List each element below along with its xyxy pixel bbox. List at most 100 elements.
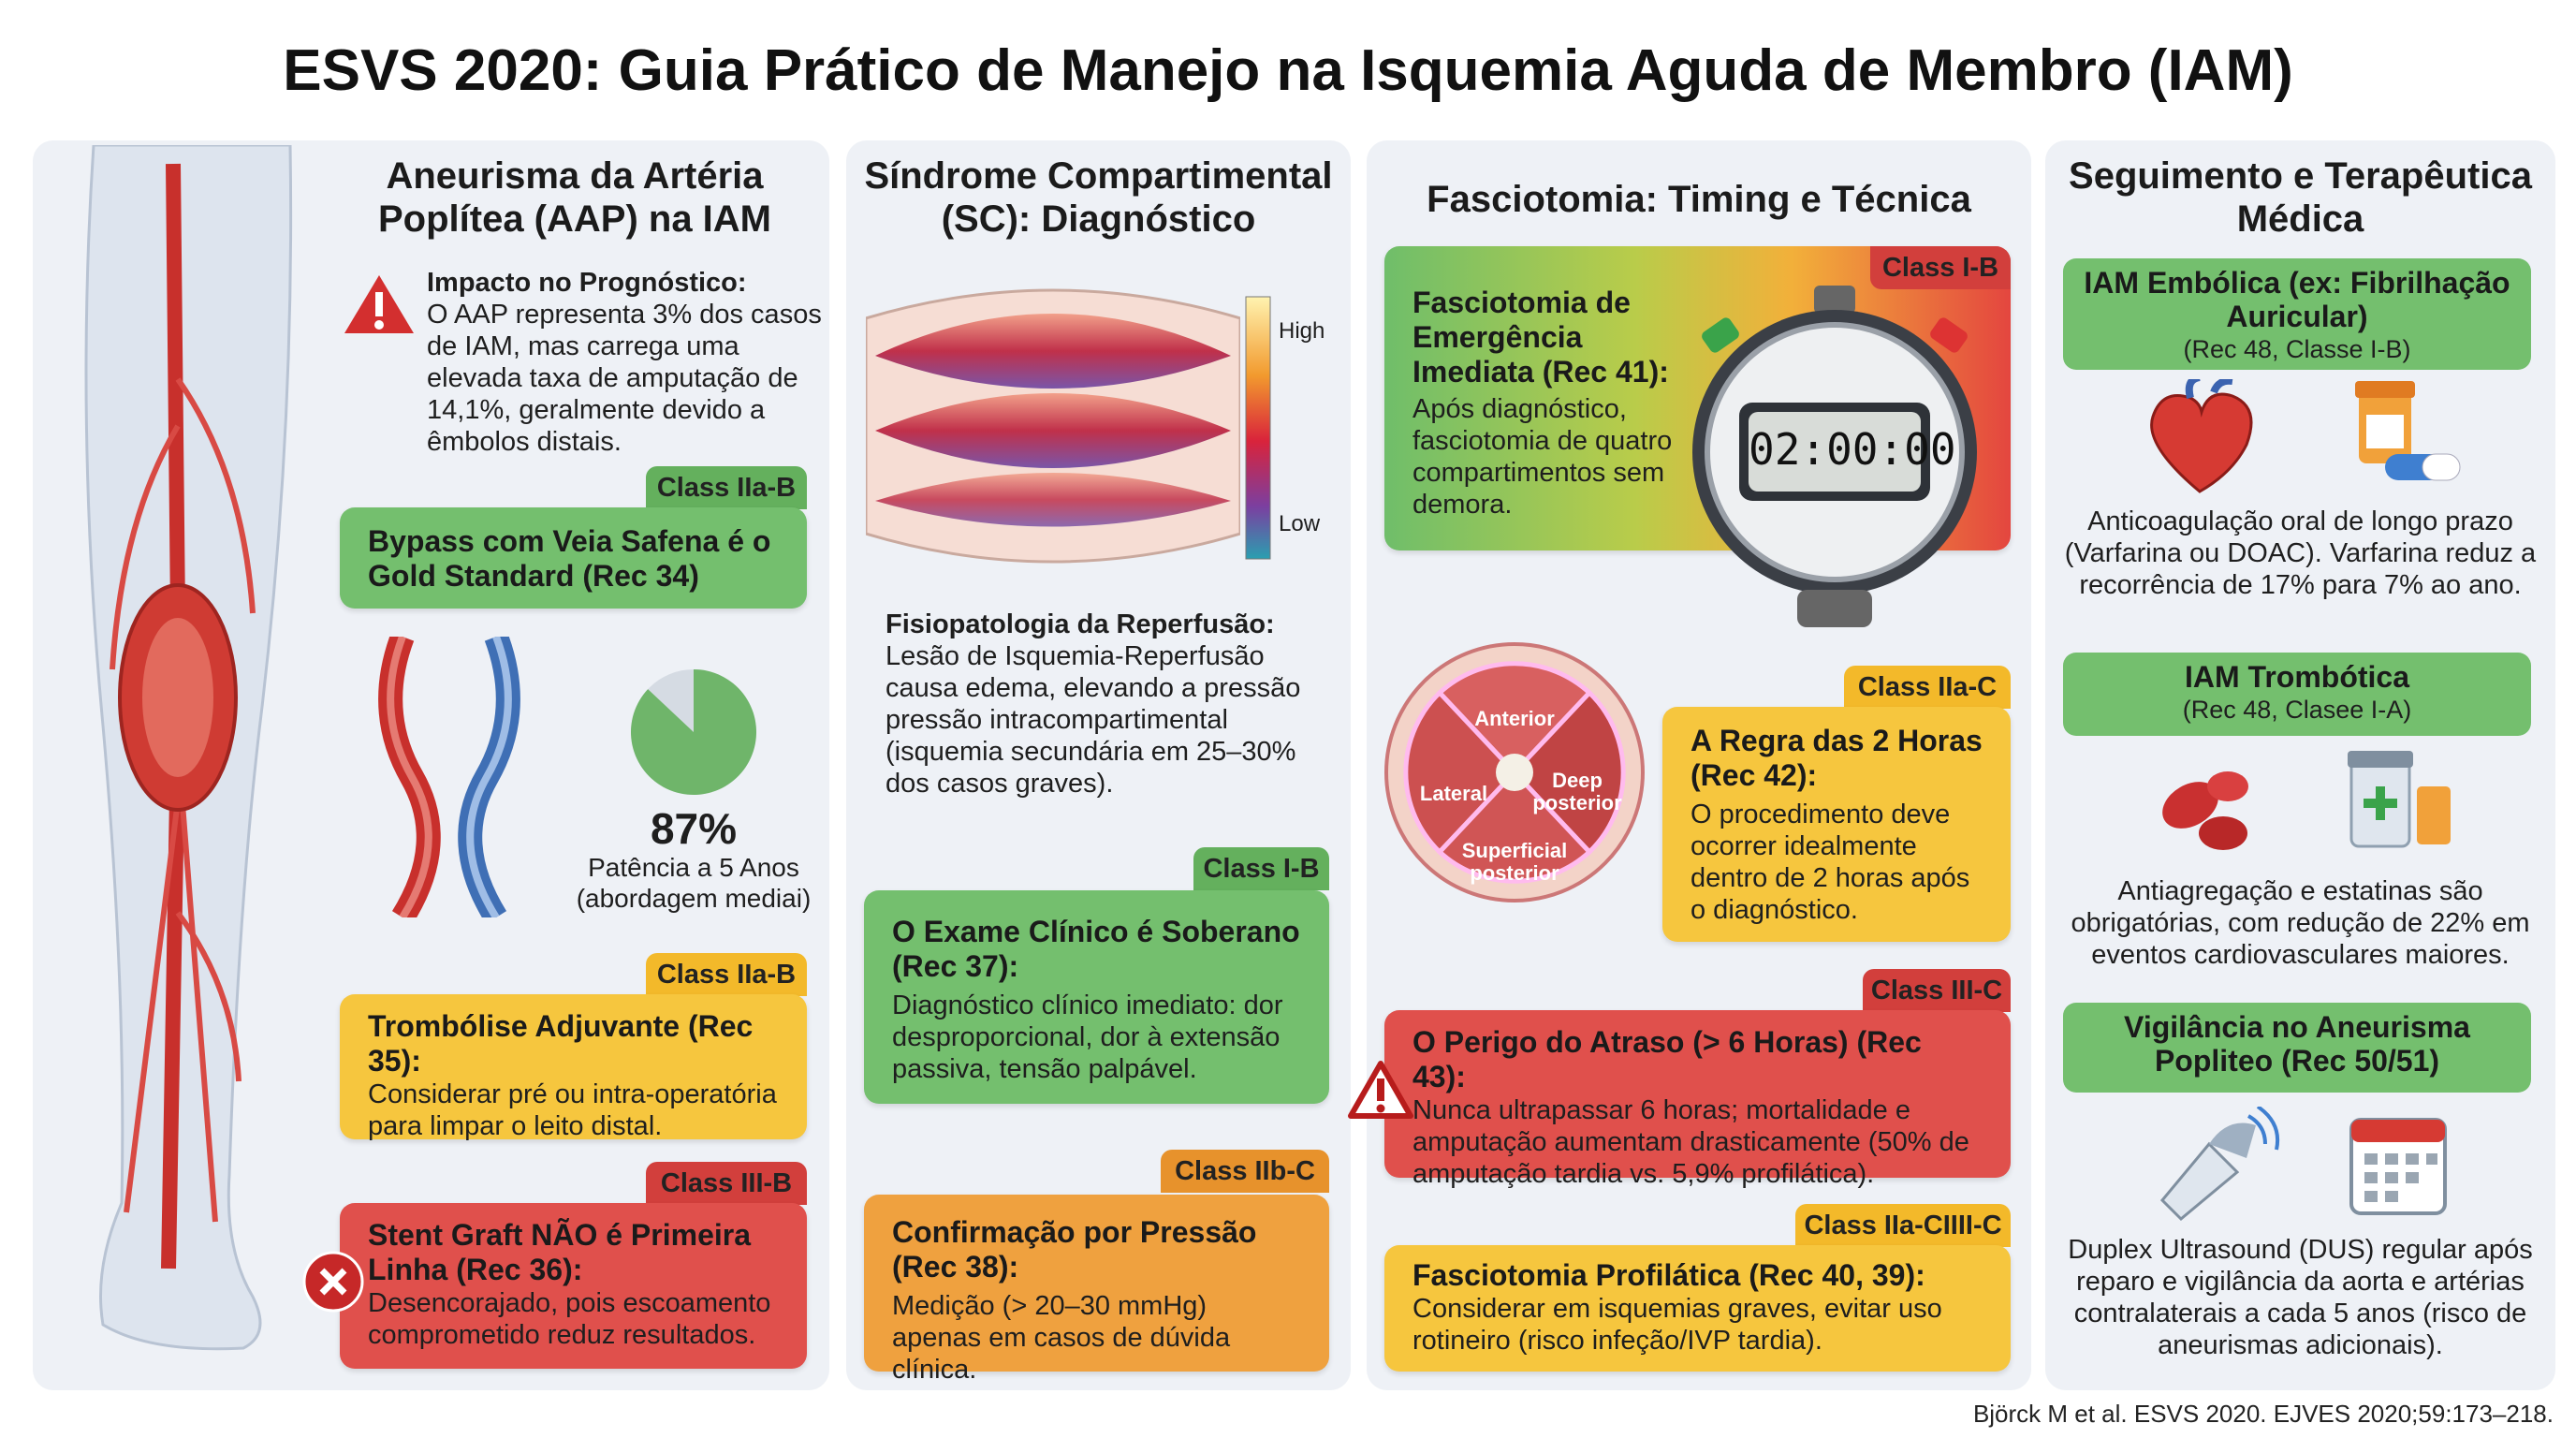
shape [2351,1120,2445,1142]
icons [2159,1107,2447,1222]
shape [1511,689,1626,856]
class-badge: Class IIa-B [646,953,807,996]
icons [2162,751,2451,850]
citation: Björck M et al. ESVS 2020. EJVES 2020;59… [1972,1400,2554,1428]
shape [142,618,213,777]
shape [1377,1078,1384,1101]
card: Trombólise Adjuvante (Rec 35): Considerar… [340,994,807,1141]
shape [1496,754,1533,791]
shape [875,473,1231,527]
shape [1403,689,1518,856]
shape [2199,816,2247,850]
class-badge: Class IIb-C [1161,1150,1329,1193]
patency-caption: Patência a 5 Anos (abordagem mediai) [576,853,812,913]
section-text: Antiagregação e estatinas são obrigatóri… [2071,876,2530,970]
card-title: O Exame Clínico é Soberano (Rec 37): [892,915,1300,983]
panel-title: Síndrome Compartimental (SC): Diagnóstic… [864,155,1333,240]
shape [2385,1153,2398,1165]
compartment-label: Lateral [1419,782,1488,805]
impact: Impacto no Prognóstico: O AAP representa… [427,267,829,458]
section-title: IAM Embólica (ex: Fibrilhação Auricular) [2084,266,2510,333]
card-title: Trombólise Adjuvante (Rec 35): [368,1009,754,1078]
shape [2385,1172,2398,1183]
panel-title: Seguimento e Terapêutica Médica [2069,155,2532,240]
scale-high: High [1279,318,1325,344]
card-title: O Perigo do Atraso (> 6 Horas) (Rec 43): [1412,1025,1922,1093]
card: Fasciotomia Profilática (Rec 40, 39): Con… [1384,1245,2011,1372]
shape [2150,392,2253,493]
shape [2162,782,2218,829]
shape [1436,769,1593,884]
class-badge: Class I-B [1193,847,1329,890]
section-text: Duplex Ultrasound (DUS) regular após rep… [2068,1235,2533,1360]
card-text: Nunca ultrapassar 6 horas; mortalidade e… [1412,1095,1969,1189]
scale-low: Low [1279,511,1321,536]
shape [110,377,256,1223]
impact-text: O AAP representa 3% dos casos de IAM, ma… [427,300,822,457]
shape [2426,1153,2437,1165]
shape [1436,661,1593,776]
shape [2348,751,2413,768]
section-title: IAM Trombótica [2184,660,2409,694]
color-scale [1245,296,1271,560]
shape [2364,1153,2378,1165]
shape [387,637,432,917]
shape [2207,771,2248,801]
shape [319,1268,347,1296]
pie-slice [631,669,756,795]
card: O Perigo do Atraso (> 6 Horas) (Rec 43):… [1384,1010,2011,1189]
shape [1930,317,1968,353]
compartment-diagram [1384,642,1645,902]
shape [2364,786,2397,820]
shape [2159,1141,2240,1222]
section-subtitle: (Rec 48, Clasee I-A) [2182,696,2412,724]
timer-display: 02:00:00 [1749,424,1956,475]
bypass-illustration [378,637,520,917]
shape [1702,317,1739,353]
shape [2406,1172,2419,1183]
card-title: Fasciotomia de Emergência Imediata (Rec … [1412,286,1669,389]
warning-icon [1348,1061,1413,1119]
icons [2150,379,2461,493]
shape [1245,296,1271,560]
shape [2385,1191,2398,1202]
card: O Exame Clínico é Soberano (Rec 37): Diag… [864,890,1329,1104]
shape [875,314,1231,389]
card-text: Considerar pré ou intra-operatória para … [368,1079,777,1141]
shape [375,292,383,316]
card: Stent Graft NÃO é Primeira Linha (Rec 36… [340,1203,807,1369]
shape [466,637,512,917]
shape [1814,286,1855,314]
section-header: IAM Embólica (ex: Fibrilhação Auricular)… [2063,258,2531,370]
muscle-illustration [866,288,1240,564]
shape [2185,379,2233,399]
card-text: Após diagnóstico, fasciotomia de quatro … [1412,394,1673,520]
card-text: Diagnóstico clínico imediato: dor despro… [892,990,1283,1084]
shape [2355,381,2415,398]
panel-title: Fasciotomia: Timing e Técnica [1427,179,1971,220]
class-badge: Class IIa-C [1844,666,2011,709]
card-text: Desencorajado, pois escoamento compromet… [368,1288,771,1350]
compartment-label: Superficial posterior [1461,839,1568,885]
shape [2406,1153,2419,1165]
card-title: Bypass com Veia Safena é o Gold Standard… [368,524,771,593]
compartment-label: Anterior [1474,707,1555,730]
card-text: Medição (> 20–30 mmHg) apenas em casos d… [892,1291,1231,1385]
card-title: Fasciotomia Profilática (Rec 40, 39): [1412,1258,1925,1292]
card: Confirmação por Pressão (Rec 38): Medição… [864,1195,1329,1385]
shape [2422,453,2461,481]
compartment-label: Deep posterior [1532,769,1622,814]
leg-illustration [84,145,293,1351]
main-title: ESVS 2020: Guia Prático de Manejo na Isq… [283,38,2293,103]
section-header: IAM Trombótica (Rec 48, Clasee I-A) [2063,653,2531,736]
shape [2209,1123,2256,1158]
pathophysiology-heading: Fisiopatologia da Reperfusão: [886,609,1275,639]
impact-heading: Impacto no Prognóstico: [427,268,747,298]
shape [1797,590,1872,627]
shape [2364,1172,2378,1183]
card-title: A Regra das 2 Horas (Rec 42): [1690,724,1983,792]
card-title: Stent Graft NÃO é Primeira Linha (Rec 36… [368,1218,751,1286]
reject-icon [302,1251,364,1313]
